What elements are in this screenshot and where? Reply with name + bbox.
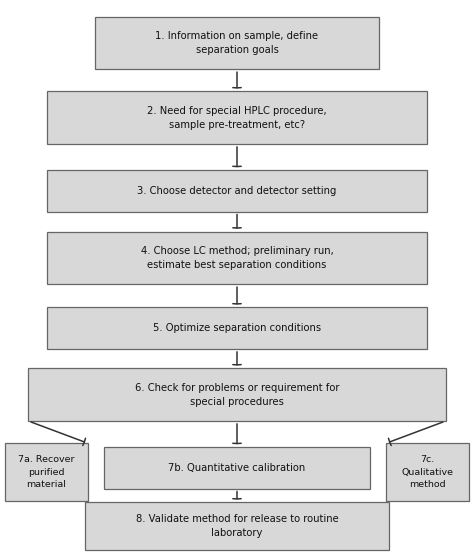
Text: 7a. Recover
purified
material: 7a. Recover purified material [18, 455, 74, 489]
FancyBboxPatch shape [47, 170, 427, 212]
Text: 7c.
Qualitative
method: 7c. Qualitative method [402, 455, 454, 489]
Text: 1. Information on sample, define
separation goals: 1. Information on sample, define separat… [155, 31, 319, 55]
Text: 4. Choose LC method; preliminary run,
estimate best separation conditions: 4. Choose LC method; preliminary run, es… [141, 246, 333, 270]
FancyBboxPatch shape [104, 447, 370, 489]
Text: 6. Check for problems or requirement for
special procedures: 6. Check for problems or requirement for… [135, 383, 339, 407]
FancyBboxPatch shape [386, 443, 469, 501]
FancyBboxPatch shape [28, 368, 446, 421]
FancyBboxPatch shape [85, 502, 389, 550]
Text: 8. Validate method for release to routine
laboratory: 8. Validate method for release to routin… [136, 514, 338, 538]
Text: 7b. Quantitative calibration: 7b. Quantitative calibration [168, 463, 306, 473]
FancyBboxPatch shape [95, 17, 379, 69]
FancyBboxPatch shape [47, 91, 427, 144]
Text: 3. Choose detector and detector setting: 3. Choose detector and detector setting [137, 186, 337, 196]
Text: 2. Need for special HPLC procedure,
sample pre-treatment, etc?: 2. Need for special HPLC procedure, samp… [147, 106, 327, 130]
FancyBboxPatch shape [5, 443, 88, 501]
FancyBboxPatch shape [47, 307, 427, 349]
FancyBboxPatch shape [47, 232, 427, 284]
Text: 5. Optimize separation conditions: 5. Optimize separation conditions [153, 323, 321, 334]
